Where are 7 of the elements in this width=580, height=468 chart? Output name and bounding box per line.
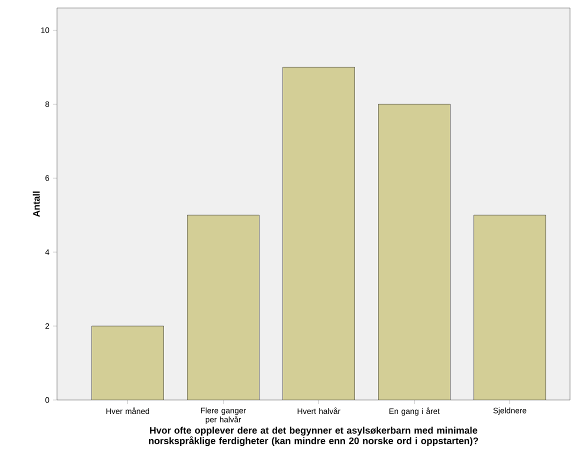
bar [378,104,450,400]
bar [474,214,546,400]
bar [187,214,260,400]
x-axis-title: Hvor ofte opplever dere at det begynner et asylsøkerbarn med minimale norskspråklige ferdigheter (kan mindre enn 20 norske ord i oppstarten)? [148,426,478,446]
y-axis-title: Antall [32,192,40,217]
bar [91,326,164,400]
bar [282,66,355,400]
